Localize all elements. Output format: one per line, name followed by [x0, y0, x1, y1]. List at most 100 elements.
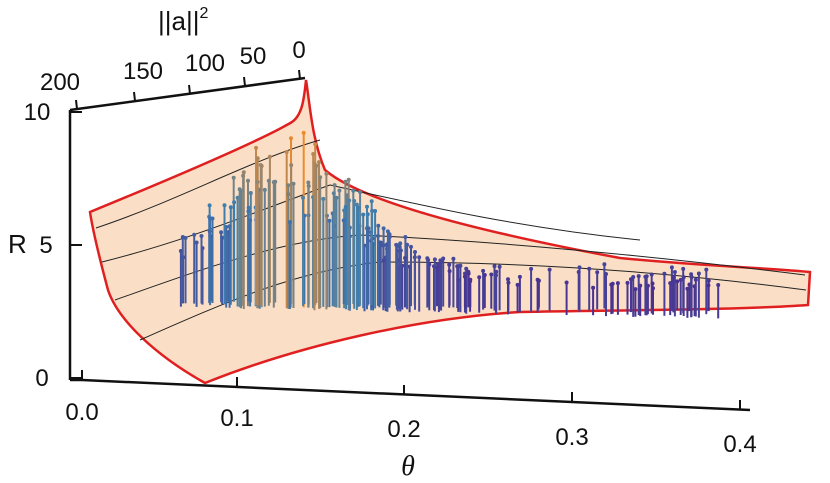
data-point	[595, 270, 600, 275]
data-point	[192, 232, 197, 237]
data-point	[425, 256, 430, 261]
data-point	[343, 204, 348, 209]
data-point	[376, 223, 381, 228]
data-point	[706, 283, 711, 288]
norm-axis-title-base: ||a||	[158, 6, 199, 36]
data-point	[381, 258, 386, 263]
data-point	[636, 274, 641, 279]
data-point	[681, 266, 686, 271]
data-point	[435, 265, 439, 270]
data-point	[577, 265, 582, 270]
data-point	[397, 245, 402, 249]
data-point	[266, 178, 271, 183]
norm-tick-label: 150	[123, 58, 163, 85]
data-point	[241, 170, 246, 175]
data-point	[631, 275, 636, 279]
data-point	[387, 232, 392, 237]
data-point	[547, 267, 552, 272]
theta-tick-label: 0.3	[555, 424, 588, 451]
norm-tick-label: 0	[292, 37, 305, 64]
data-point	[273, 179, 278, 184]
data-point	[441, 256, 446, 261]
data-point	[417, 255, 422, 260]
data-point	[321, 196, 326, 201]
data-point	[489, 272, 494, 277]
data-point	[497, 264, 502, 269]
surface	[88, 79, 812, 385]
surface-mesh-line	[95, 139, 321, 229]
data-point	[466, 271, 471, 276]
data-point	[672, 270, 677, 274]
data-point	[354, 202, 359, 207]
data-point	[361, 212, 366, 217]
data-point	[625, 280, 630, 285]
data-point	[291, 181, 296, 186]
data-point	[207, 203, 212, 208]
theta-tick-label: 0.4	[723, 431, 756, 458]
theta-tick-label: 0.0	[65, 399, 98, 426]
data-point	[199, 234, 204, 238]
data-point	[208, 216, 213, 221]
data-point	[255, 156, 260, 161]
data-point	[347, 198, 352, 203]
data-point	[671, 275, 676, 280]
data-point	[365, 204, 369, 209]
data-point	[685, 286, 690, 291]
data-point	[248, 191, 253, 195]
norm-axis-title: ||a||2	[158, 5, 208, 36]
data-point	[591, 285, 596, 290]
data-point	[649, 272, 654, 277]
data-point	[447, 262, 452, 267]
data-point	[610, 281, 615, 286]
r-tick-label: 0	[35, 365, 48, 392]
data-point	[358, 190, 363, 195]
data-point	[704, 267, 709, 272]
data-point	[435, 261, 440, 266]
data-point	[517, 274, 522, 279]
norm-tick	[188, 84, 191, 95]
data-point	[381, 243, 386, 248]
data-point	[222, 203, 227, 208]
data-point	[447, 269, 452, 274]
data-point	[183, 236, 188, 240]
data-point	[356, 205, 361, 210]
data-point	[301, 195, 305, 200]
theta-axis-line	[81, 378, 751, 412]
data-point	[384, 242, 389, 247]
norm-tick	[298, 69, 301, 80]
data-point	[227, 224, 232, 229]
data-point	[650, 281, 655, 286]
data-point	[681, 275, 686, 280]
data-point	[318, 175, 323, 180]
data-point	[706, 278, 711, 283]
data-point	[332, 183, 337, 188]
data-point	[331, 191, 336, 196]
norm-tick-label: 50	[240, 43, 267, 70]
data-point	[194, 240, 199, 245]
data-point	[313, 142, 318, 147]
data-point	[246, 209, 251, 214]
data-point	[381, 226, 386, 231]
data-point	[409, 244, 413, 249]
data-point	[602, 262, 607, 267]
data-point	[341, 218, 346, 223]
data-point	[432, 257, 437, 262]
norm-tick	[133, 91, 136, 102]
data-point	[289, 136, 293, 141]
data-point	[716, 283, 721, 287]
data-point	[287, 220, 292, 225]
data-point	[668, 281, 673, 286]
data-point	[311, 152, 316, 156]
data-point	[468, 279, 473, 284]
data-point	[369, 199, 374, 204]
data-point	[246, 178, 250, 183]
data-point	[254, 145, 258, 150]
data-point	[334, 195, 339, 200]
data-point	[241, 173, 246, 178]
data-point	[587, 266, 592, 271]
data-point	[324, 171, 329, 176]
data-point	[451, 256, 456, 261]
data-point	[351, 188, 356, 193]
data-point	[564, 280, 569, 285]
